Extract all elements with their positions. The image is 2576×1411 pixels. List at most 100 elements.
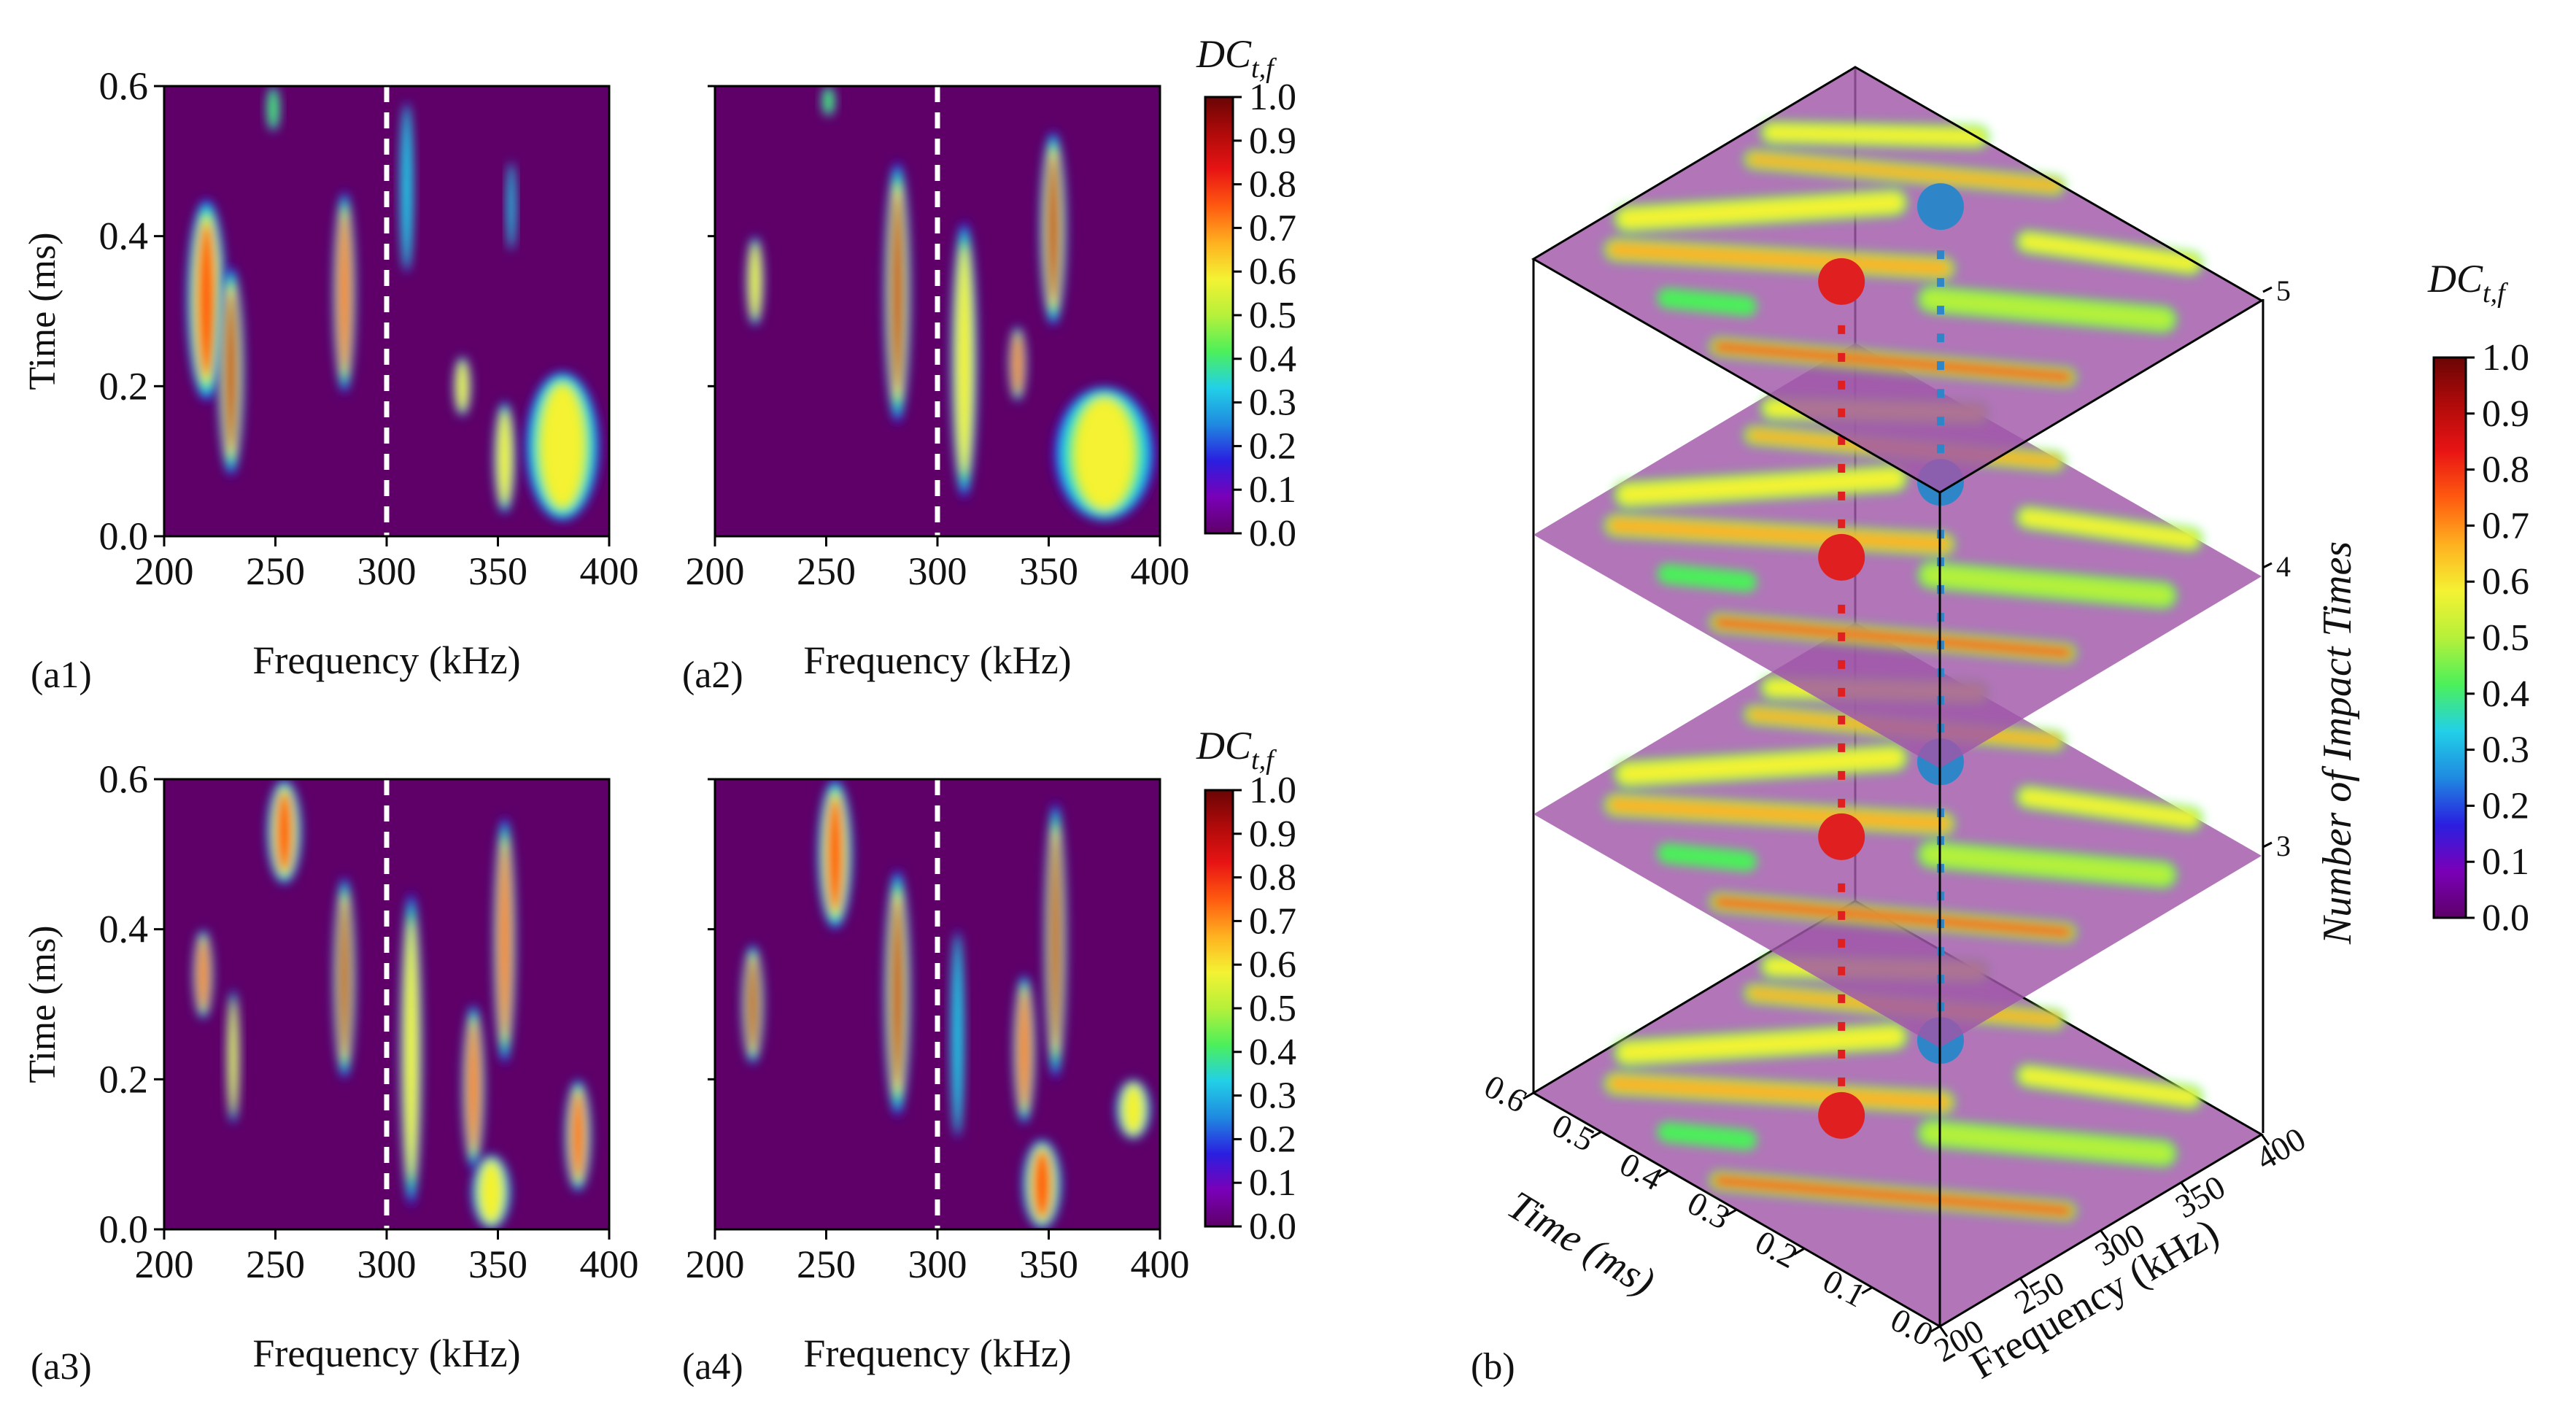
feature-0 (193, 929, 214, 1020)
z-tick-label: 5 (2276, 274, 2291, 307)
colorbar-tick-label: 0.2 (1249, 1118, 1296, 1160)
heatmap-a2: 200 250 300 350 400 Frequency (kHz) (686, 85, 1190, 682)
heatmap-a1: 200 250 300 350 400 0.0 0.2 0.4 0.6 Time (ms) Freq… (22, 64, 639, 682)
layer-3 (1533, 622, 2262, 1048)
colorbar-tick-label: 0.9 (1249, 120, 1296, 162)
feature-2 (951, 221, 978, 499)
z-tick-mark (2262, 841, 2273, 848)
time-tick-mark (1861, 1286, 1873, 1294)
colorbar: 0.0 0.1 0.2 0.3 0.4 0.5 0.6 0.7 0.8 0.9 1.0 DCt,f (2427, 257, 2529, 939)
time-tick-mark (1793, 1248, 1806, 1256)
layer-plane (1533, 343, 2262, 768)
feature-7 (471, 1154, 511, 1229)
x-tick-label: 300 (908, 549, 967, 593)
x-tick-label: 300 (357, 1242, 417, 1286)
peak-marker-red (1818, 533, 1865, 581)
time-tick-mark (1658, 1170, 1670, 1178)
y-tick-label: 0.2 (99, 1057, 149, 1101)
colorbar-tick-label: 0.7 (2482, 505, 2529, 546)
x-tick-label: 300 (908, 1242, 967, 1286)
colorbar-tick-label: 0.1 (2482, 841, 2529, 883)
colorbar-tick-label: 0.8 (1249, 857, 1296, 899)
feature-1 (226, 989, 240, 1125)
x-tick-label: 200 (686, 549, 745, 593)
colorbar-tick-label: 0.1 (1249, 469, 1296, 511)
feature-0 (741, 944, 765, 1064)
layer-plane (1533, 67, 2262, 492)
feature-5 (1053, 386, 1156, 522)
panel-label-a3: (a3) (31, 1346, 92, 1388)
time-tick-mark (1929, 1325, 1941, 1334)
feature-1 (883, 869, 911, 1117)
x-tick-label: 350 (468, 1242, 527, 1286)
x-tick-label: 250 (246, 549, 305, 593)
freq-tick-mark (2100, 1229, 2109, 1242)
feature-3 (1008, 326, 1027, 401)
2d-panels: 200 250 300 350 400 0.0 0.2 0.4 0.6 Time (ms) Freq… (22, 64, 1190, 1375)
feature-5 (462, 1004, 485, 1170)
time-tick-mark (1523, 1091, 1534, 1100)
x-axis-label: Frequency (kHz) (252, 638, 520, 682)
colorbar-tick-label: 0.0 (2482, 897, 2529, 939)
z-tick-label: 3 (2276, 830, 2291, 862)
layer-5 (1533, 67, 2262, 492)
feature-2 (333, 190, 356, 394)
colorbar-title: DCt,f (1196, 32, 1277, 84)
colorbar-tick-label: 0.6 (1249, 251, 1296, 293)
peak-marker-red (1818, 1091, 1865, 1139)
freq-tick-mark (2180, 1181, 2189, 1194)
colorbar-tick-label: 0.2 (2482, 785, 2529, 827)
feature-0 (186, 198, 227, 401)
feature-4 (400, 892, 422, 1207)
feature-3 (951, 929, 964, 1140)
colorbar-gradient (1204, 789, 1234, 1228)
feature-0 (746, 236, 765, 327)
feature-7 (525, 371, 600, 522)
time-axis-label: Time (ms) (1500, 1183, 1663, 1305)
colorbar-tick-label: 0.8 (1249, 164, 1296, 206)
colorbar-title: DCt,f (2427, 257, 2508, 309)
x-tick-label: 400 (1131, 549, 1190, 593)
feature-8 (565, 1079, 592, 1192)
y-axis-label: Time (ms) (22, 925, 63, 1083)
colorbar-tick-label: 0.9 (1249, 813, 1296, 855)
feature-5 (453, 356, 471, 417)
freq-tick-label: 400 (2250, 1120, 2312, 1178)
x-tick-label: 250 (797, 549, 856, 593)
x-tick-label: 400 (580, 1242, 639, 1286)
z-tick-label: 4 (2276, 550, 2291, 583)
x-tick-label: 350 (468, 549, 527, 593)
x-tick-label: 350 (1019, 549, 1078, 593)
feature-2 (333, 876, 356, 1080)
colorbar-tick-label: 0.2 (1249, 425, 1296, 467)
panel-label-b: (b) (1471, 1346, 1515, 1388)
panel-label-a1: (a1) (31, 654, 92, 696)
heatmap-features (746, 86, 1156, 522)
z-tick-mark (2262, 562, 2273, 569)
colorbar-tick-label: 0.0 (1249, 1206, 1296, 1248)
feature-6 (493, 816, 516, 1064)
colorbars: 0.00.10.20.30.40.50.60.70.80.91.0DCt,f0.… (1196, 32, 2529, 1248)
feature-6 (1021, 1139, 1062, 1229)
z-tick-mark (2262, 286, 2273, 293)
x-tick-label: 200 (135, 1242, 194, 1286)
box-top-edge (1531, 66, 2264, 494)
x-tick-label: 250 (246, 1242, 305, 1286)
x-tick-label: 300 (357, 549, 417, 593)
feature-3 (266, 86, 280, 131)
z-axis-label: Number of Impact Times (2315, 541, 2360, 945)
layer-features (1604, 120, 2203, 387)
layer-plane (1533, 622, 2262, 1048)
feature-4 (1040, 131, 1067, 327)
colorbar-tick-label: 0.3 (1249, 1075, 1296, 1117)
feature-7 (1115, 1079, 1151, 1140)
x-tick-label: 400 (580, 549, 639, 593)
feature-8 (506, 161, 516, 252)
x-axis-label: Frequency (kHz) (252, 1331, 520, 1375)
y-tick-label: 0.2 (99, 364, 149, 408)
colorbar-title: DCt,f (1196, 724, 1277, 776)
feature-1 (217, 266, 244, 476)
heatmap-a4: 200 250 300 350 400 Frequency (kHz) (686, 778, 1190, 1375)
